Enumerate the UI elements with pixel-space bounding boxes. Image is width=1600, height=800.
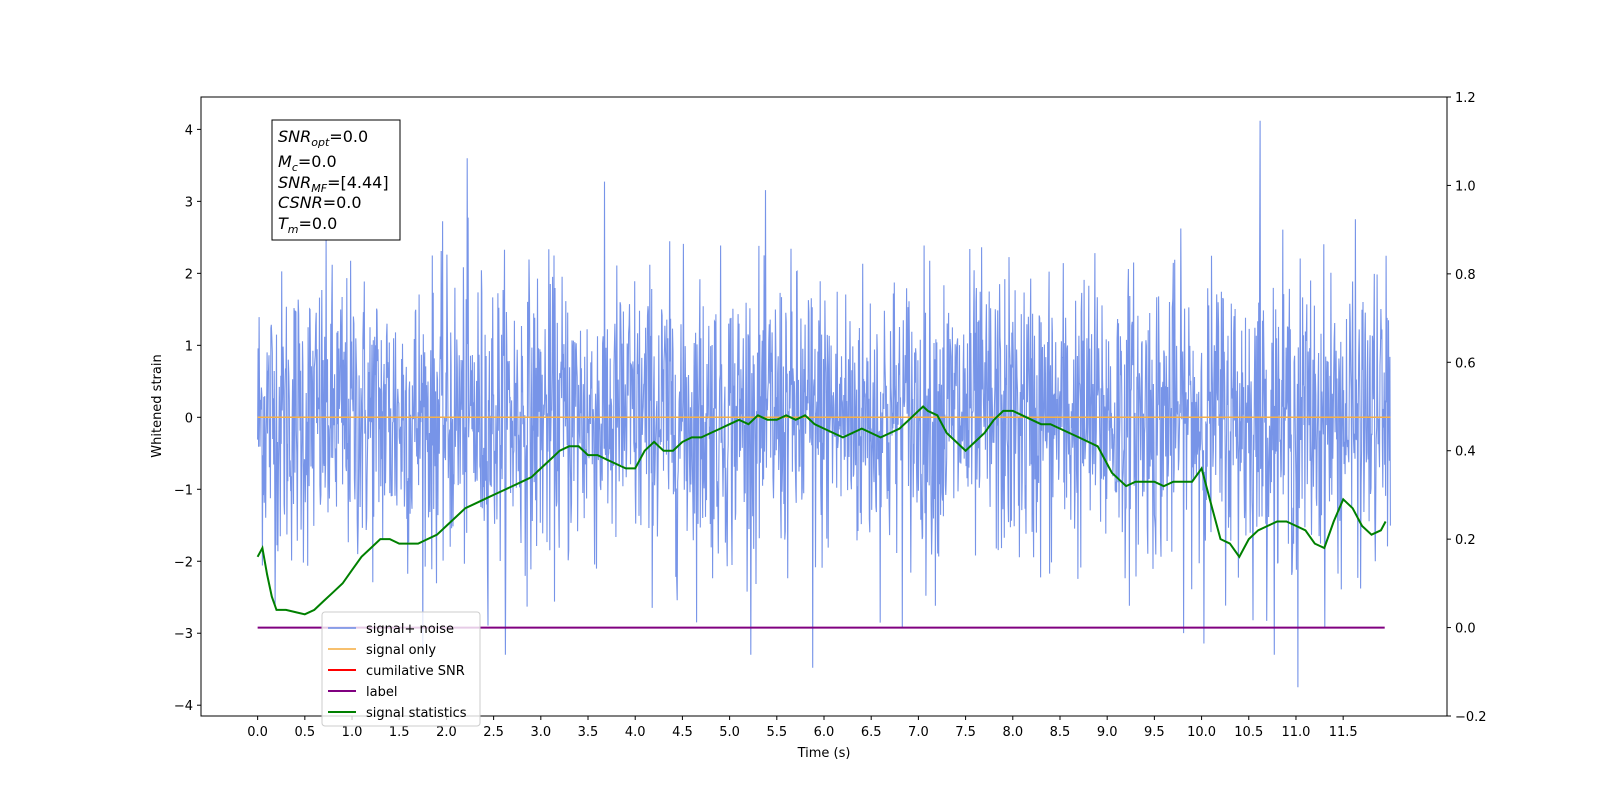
x-axis-label: Time (s) xyxy=(797,746,851,761)
x-axis: 0.0 0.5 1.0 1.5 2.0 2.5 3.0 3.5 4.0 4.5 5.0 5.5 6.0 6… xyxy=(247,716,1358,740)
y2-tick-label: 0.0 xyxy=(1455,622,1476,637)
x-tick-label: 8.5 xyxy=(1050,725,1071,740)
x-tick-label: 4.5 xyxy=(672,725,693,740)
legend-label: label xyxy=(366,685,397,700)
y2-tick-label: 0.8 xyxy=(1455,268,1476,283)
x-tick-label: 1.0 xyxy=(342,725,363,740)
legend-frame xyxy=(321,611,481,727)
x-tick-label: 9.0 xyxy=(1097,725,1118,740)
y-axis-left: −4 −3 −2 −1 0 1 2 3 4 xyxy=(174,123,201,714)
x-tick-label: 1.5 xyxy=(389,725,410,740)
x-tick-label: 2.5 xyxy=(483,725,504,740)
x-tick-label: 11.0 xyxy=(1281,725,1310,740)
y-tick-label: −3 xyxy=(174,627,193,642)
x-tick-label: 0.0 xyxy=(247,725,268,740)
y-tick-label: 1 xyxy=(185,339,193,354)
legend-label: cumilative SNR xyxy=(366,664,465,679)
series-signal-noise xyxy=(257,120,1391,688)
annotation-line: Mc=0.0 xyxy=(278,152,337,174)
x-tick-label: 7.5 xyxy=(955,725,976,740)
x-tick-label: 11.5 xyxy=(1329,725,1358,740)
series-signal-statistics xyxy=(256,405,1387,616)
legend: signal+ noise signal only cumilative SNR la… xyxy=(321,611,481,727)
x-tick-label: 9.5 xyxy=(1144,725,1165,740)
x-tick-label: 5.5 xyxy=(766,725,787,740)
y-tick-label: 2 xyxy=(185,267,193,282)
legend-label: signal only xyxy=(366,643,436,658)
y-tick-label: 4 xyxy=(185,123,193,138)
annotation-line: CSNR=0.0 xyxy=(278,193,362,212)
x-tick-label: 2.0 xyxy=(436,725,457,740)
x-tick-label: 3.0 xyxy=(530,725,551,740)
y-tick-label: −2 xyxy=(174,555,193,570)
x-tick-label: 4.0 xyxy=(625,725,646,740)
y-axis-label: Whitened strain xyxy=(150,354,165,457)
x-tick-label: 7.0 xyxy=(908,725,929,740)
x-tick-label: 0.5 xyxy=(294,725,315,740)
y2-tick-label: 1.0 xyxy=(1455,179,1476,194)
signal-noise-layer xyxy=(257,120,1391,688)
y2-tick-label: 0.2 xyxy=(1455,533,1476,548)
x-tick-label: 5.0 xyxy=(719,725,740,740)
y-tick-label: 0 xyxy=(185,411,193,426)
x-tick-label: 3.5 xyxy=(578,725,599,740)
y-axis-right: −0.2 0.0 0.2 0.4 0.6 0.8 1.0 1.2 xyxy=(1447,91,1487,725)
y2-tick-label: 0.4 xyxy=(1455,445,1476,460)
y2-tick-label: 1.2 xyxy=(1455,91,1476,106)
legend-label: signal+ noise xyxy=(366,622,454,637)
annotation-line: Tm=0.0 xyxy=(278,214,337,236)
y-tick-label: −4 xyxy=(174,699,193,714)
x-tick-label: 6.0 xyxy=(814,725,835,740)
x-tick-label: 10.5 xyxy=(1234,725,1263,740)
x-tick-label: 8.0 xyxy=(1002,725,1023,740)
y-tick-label: 3 xyxy=(185,195,193,210)
y-tick-label: −1 xyxy=(174,483,193,498)
annotation-box-frame xyxy=(271,119,401,241)
y2-tick-label: 0.6 xyxy=(1455,356,1476,371)
annotation-line: SNRMF=[4.44] xyxy=(278,173,389,195)
x-tick-label: 6.5 xyxy=(861,725,882,740)
annotation-line: SNRopt=0.0 xyxy=(278,127,368,149)
x-tick-label: 10.0 xyxy=(1187,725,1216,740)
legend-label: signal statistics xyxy=(366,706,467,721)
y2-tick-label: −0.2 xyxy=(1455,710,1487,725)
